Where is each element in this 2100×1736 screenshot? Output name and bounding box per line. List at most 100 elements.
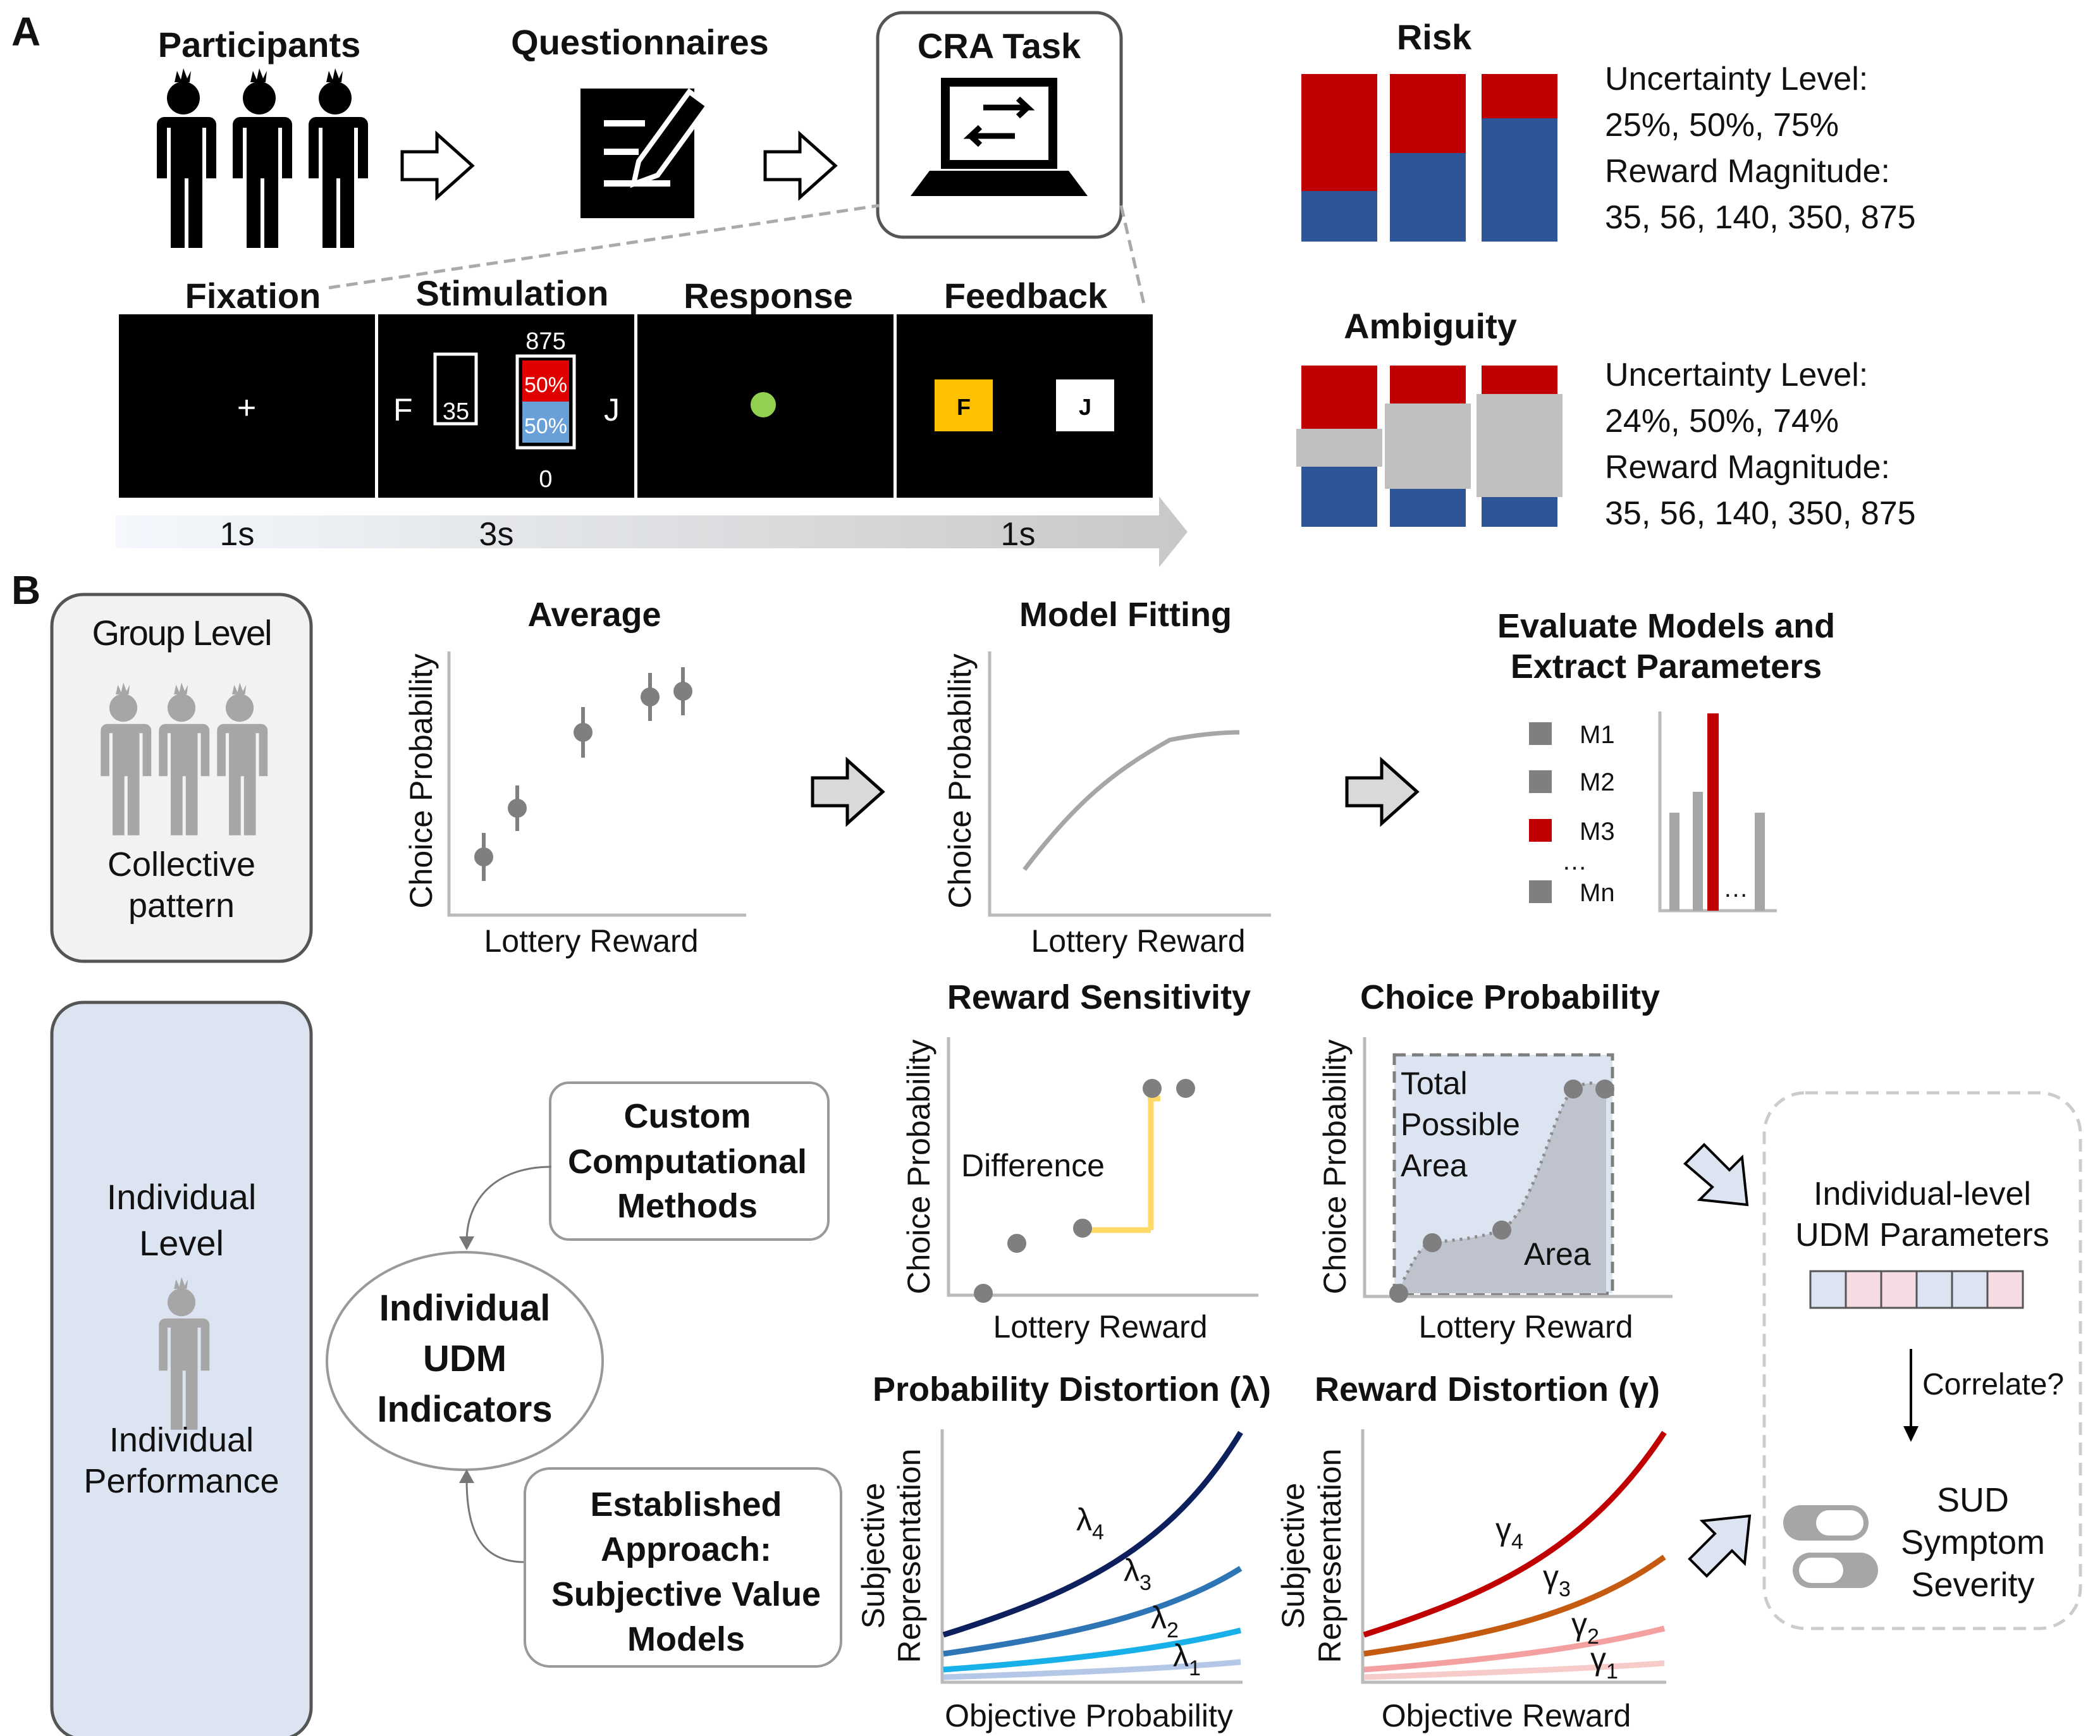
cra-task-label: CRA Task — [918, 26, 1081, 66]
total-area-line-1: Total — [1401, 1066, 1468, 1101]
model-mn: Mn — [1580, 879, 1615, 907]
reward-sens-points — [974, 1079, 1195, 1303]
total-area-line-3: Area — [1401, 1148, 1468, 1183]
average-point — [508, 799, 527, 818]
participants-icon — [157, 68, 368, 248]
individual-perf-1: Individual — [109, 1421, 254, 1459]
average-point — [474, 847, 493, 866]
individual-perf-2: Performance — [83, 1462, 279, 1500]
lambda4-label: λ4 — [1076, 1502, 1104, 1544]
udm-params-line-1: Individual-level — [1814, 1176, 2031, 1212]
model-m2: M2 — [1580, 768, 1615, 796]
average-ylabel: Choice Probability — [403, 654, 439, 909]
area-under-curve — [1397, 1083, 1606, 1293]
reward-sens-xlabel: Lottery Reward — [993, 1309, 1207, 1345]
model-m1: M1 — [1580, 721, 1615, 749]
choice-prob-title: Choice Probability — [1360, 978, 1660, 1016]
correlate-label: Correlate? — [1922, 1368, 2064, 1401]
gamma4-label: γ4 — [1495, 1511, 1523, 1554]
lambda4-curve — [942, 1431, 1243, 1638]
timeline-1s: 1s — [220, 516, 255, 553]
choice-prob-points — [1389, 1080, 1614, 1303]
sud-line-3: Severity — [1911, 1566, 2034, 1604]
ambiguity-line-3: Reward Magnitude: — [1605, 449, 1890, 486]
reward-dist-axes — [1361, 1429, 1666, 1684]
custom-connector-head — [459, 1236, 474, 1250]
group-line-2: pattern — [128, 887, 235, 925]
average-axes — [447, 651, 746, 917]
average-point — [574, 723, 593, 742]
prob-dist-ylabel-1: Subjective — [856, 1483, 891, 1629]
established-line-1: Established — [590, 1486, 782, 1524]
gamma1-curve — [1363, 1660, 1665, 1680]
safe-value: 35 — [443, 398, 469, 425]
prob-dist-axes — [940, 1429, 1243, 1684]
choice-prob-xlabel: Lottery Reward — [1418, 1309, 1633, 1345]
reward-sens-axes — [947, 1037, 1258, 1297]
lottery-box — [515, 354, 576, 450]
gamma2-curve — [1363, 1625, 1666, 1673]
zoom-line-left — [328, 204, 880, 290]
stim-key-right: J — [604, 392, 620, 428]
individual-line-1: Individual — [107, 1177, 257, 1217]
established-line-2: Approach: — [601, 1530, 771, 1568]
gamma4-curve — [1363, 1431, 1667, 1638]
ambiguity-line-4: 35, 56, 140, 350, 875 — [1605, 495, 1916, 532]
arrow-to-params — [1683, 1143, 1749, 1207]
custom-connector — [465, 1166, 552, 1240]
choice-prob-axes — [1363, 1037, 1673, 1298]
udm-params-line-2: UDM Parameters — [1795, 1217, 2049, 1253]
total-area-line-2: Possible — [1401, 1107, 1520, 1142]
screen-stimulation — [378, 314, 634, 498]
difference-label: Difference — [961, 1148, 1105, 1183]
fixation-cross: + — [237, 390, 256, 426]
lottery-bottom-value: 0 — [539, 466, 552, 493]
custom-methods-box — [549, 1081, 830, 1241]
lambda2-curve — [943, 1627, 1242, 1673]
average-point — [673, 682, 692, 701]
panel-b-letter: B — [11, 567, 40, 613]
sud-line-1: SUD — [1937, 1481, 2009, 1519]
risk-line-4: 35, 56, 140, 350, 875 — [1605, 199, 1916, 236]
lambda1-curve — [943, 1659, 1241, 1680]
flow-arrow-b2 — [1345, 756, 1420, 827]
lottery-blue — [522, 402, 569, 443]
model-bar-axes — [1658, 711, 1777, 913]
gamma2-label: γ2 — [1571, 1606, 1599, 1649]
stage-response: Response — [684, 276, 853, 316]
stage-feedback: Feedback — [944, 276, 1108, 316]
model-legend — [1529, 722, 1552, 903]
lottery-red-prob: 50% — [524, 373, 567, 397]
lottery-blue-prob: 50% — [524, 414, 567, 438]
outcome-box — [1762, 1091, 2082, 1630]
gamma3-label: γ3 — [1543, 1559, 1571, 1601]
arrow-to-sud — [1688, 1514, 1752, 1578]
model-fit-curve — [1022, 730, 1240, 871]
gamma3-curve — [1363, 1554, 1666, 1657]
indicators-line-2: UDM — [423, 1338, 507, 1379]
prob-dist-title: Probability Distortion (λ) — [873, 1370, 1271, 1408]
model-fit-title: Model Fitting — [1019, 596, 1232, 634]
zoom-line-right — [1119, 205, 1146, 307]
group-line-1: Collective — [107, 846, 255, 883]
ambiguity-title: Ambiguity — [1344, 306, 1517, 346]
correlate-arrow-head — [1903, 1426, 1919, 1442]
model-fit-xlabel: Lottery Reward — [1031, 923, 1245, 959]
individual-line-2: Level — [139, 1223, 224, 1263]
average-xlabel: Lottery Reward — [484, 923, 698, 959]
laptop-icon — [911, 78, 1088, 196]
ambiguity-line-1: Uncertainty Level: — [1605, 357, 1868, 393]
reward-sens-ylabel: Choice Probability — [901, 1040, 936, 1295]
risk-line-1: Uncertainty Level: — [1605, 61, 1868, 97]
indicators-line-1: Individual — [379, 1288, 551, 1329]
reward-dist-xlabel: Objective Reward — [1382, 1698, 1631, 1733]
feedback-chosen-key: F — [957, 394, 971, 420]
stim-key-left: F — [393, 392, 413, 428]
reward-dist-title: Reward Distortion (γ) — [1315, 1370, 1660, 1408]
average-point — [641, 687, 660, 706]
response-dot — [751, 392, 776, 417]
custom-line-2: Computational — [568, 1143, 807, 1181]
flow-arrow-1 — [400, 130, 475, 201]
feedback-other-box — [1056, 379, 1114, 431]
